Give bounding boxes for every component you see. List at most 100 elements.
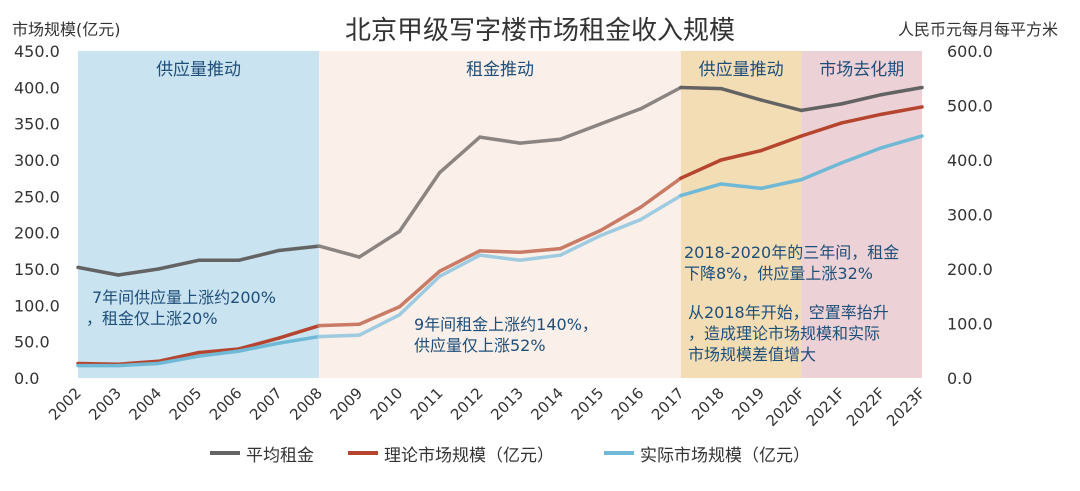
series-0-segment-19 bbox=[839, 92, 884, 106]
annotation-1-line-1: 供应量仅上涨52% bbox=[414, 336, 546, 355]
legend-label-avg-rent: 平均租金 bbox=[246, 445, 314, 466]
legend-item-theoretical: 理论市场规模（亿元） bbox=[348, 441, 554, 466]
series-1-segment-16 bbox=[719, 148, 763, 162]
series-0-segment-11 bbox=[518, 137, 563, 145]
series-2-segment-20 bbox=[880, 134, 924, 150]
phase-label-2: 供应量推动 bbox=[699, 60, 784, 80]
series-2-segment-4 bbox=[237, 341, 281, 353]
annotation-0-line-0: 7年间供应量上涨约200% bbox=[92, 288, 276, 307]
x-tick-7: 2009 bbox=[326, 384, 366, 424]
series-1-segment-2 bbox=[156, 350, 201, 364]
series-2-segment-7 bbox=[357, 313, 402, 337]
series-2-segment-16 bbox=[719, 182, 763, 191]
series-2-segment-13 bbox=[598, 217, 643, 238]
x-tick-9: 2011 bbox=[407, 384, 447, 424]
left-tick-9: 450.0 bbox=[14, 42, 60, 61]
x-tick-3: 2005 bbox=[166, 384, 206, 424]
series-1-segment-19 bbox=[839, 112, 884, 125]
x-tick-0: 2002 bbox=[45, 384, 85, 424]
x-tick-20: 2022F bbox=[843, 384, 889, 430]
left-tick-2: 100.0 bbox=[14, 296, 60, 315]
x-tick-14: 2016 bbox=[608, 384, 648, 424]
series-0-segment-0 bbox=[76, 265, 120, 277]
right-tick-4: 400.0 bbox=[947, 151, 993, 170]
x-tick-15: 2017 bbox=[648, 384, 688, 424]
series-2-segment-11 bbox=[518, 253, 563, 263]
x-tick-19: 2021F bbox=[803, 384, 849, 430]
x-tick-18: 2020F bbox=[762, 384, 808, 430]
series-0-segment-4 bbox=[237, 248, 281, 263]
series-2-segment-8 bbox=[397, 274, 442, 317]
series-0-segment-14 bbox=[638, 85, 683, 111]
annotation-2-line-1: 下降8%，供应量上涨32% bbox=[684, 264, 873, 283]
right-tick-0: 0.0 bbox=[947, 369, 972, 388]
series-0-segment-1 bbox=[116, 267, 161, 277]
series-1-segment-6 bbox=[317, 322, 362, 328]
legend-swatch-theoretical bbox=[348, 451, 378, 455]
series-2-segment-10 bbox=[478, 253, 522, 263]
series-1-segment-15 bbox=[679, 158, 723, 180]
annotation-3-line-2: 市场规模差值增大 bbox=[688, 345, 816, 364]
series-1-segment-17 bbox=[759, 134, 804, 153]
series-1-segment-18 bbox=[799, 121, 844, 138]
phase-label-3: 市场去化期 bbox=[819, 60, 904, 80]
right-tick-5: 500.0 bbox=[947, 97, 993, 116]
right-tick-3: 300.0 bbox=[947, 206, 993, 225]
right-tick-2: 200.0 bbox=[947, 260, 993, 279]
series-2-segment-5 bbox=[277, 334, 321, 345]
series-0-segment-16 bbox=[719, 86, 763, 102]
annotation-3-line-1: ，造成理论市场规模和实际 bbox=[688, 324, 880, 343]
left-tick-5: 250.0 bbox=[14, 187, 60, 206]
phase-band-0 bbox=[78, 51, 320, 378]
series-0-segment-7 bbox=[357, 229, 402, 259]
series-0-segment-10 bbox=[478, 135, 522, 145]
series-2-segment-6 bbox=[317, 333, 362, 339]
x-tick-4: 2006 bbox=[206, 384, 246, 424]
left-tick-8: 400.0 bbox=[14, 78, 60, 97]
series-0-segment-9 bbox=[437, 135, 482, 175]
series-1-segment-4 bbox=[237, 336, 281, 351]
x-tick-1: 2003 bbox=[85, 384, 125, 424]
series-0-segment-5 bbox=[277, 244, 321, 253]
left-tick-1: 50.0 bbox=[14, 333, 50, 352]
legend-swatch-actual bbox=[604, 451, 634, 455]
series-2-segment-3 bbox=[196, 349, 241, 358]
x-tick-12: 2014 bbox=[527, 384, 567, 424]
series-2-segment-12 bbox=[558, 233, 603, 257]
phase-label-0: 供应量推动 bbox=[156, 60, 241, 80]
series-0-segment-20 bbox=[880, 85, 924, 97]
x-tick-10: 2012 bbox=[447, 384, 487, 424]
chart-title: 北京甲级写字楼市场租金收入规模 bbox=[344, 16, 735, 46]
series-2-segment-17 bbox=[759, 177, 804, 191]
series-0-segment-15 bbox=[679, 85, 723, 91]
x-tick-13: 2015 bbox=[568, 384, 608, 424]
left-tick-3: 150.0 bbox=[14, 260, 60, 279]
series-2-segment-14 bbox=[638, 193, 683, 222]
annotation-0-line-1: ，租金仅上涨20% bbox=[86, 309, 218, 328]
legend-swatch-avg-rent bbox=[210, 451, 240, 455]
right-axis-unit: 人民币元每月每平方米 bbox=[897, 20, 1058, 39]
legend-item-avg-rent: 平均租金 bbox=[210, 441, 314, 466]
left-axis-unit: 市场规模(亿元) bbox=[12, 20, 121, 39]
series-0-segment-8 bbox=[397, 170, 442, 234]
phase-label-1: 租金推动 bbox=[466, 60, 534, 80]
series-1-segment-3 bbox=[196, 347, 241, 355]
series-1-segment-13 bbox=[598, 205, 643, 233]
series-0-segment-17 bbox=[759, 98, 804, 113]
x-tick-8: 2010 bbox=[367, 384, 407, 424]
annotation-1-line-0: 9年间租金上涨约140%， bbox=[414, 315, 598, 334]
right-tick-1: 100.0 bbox=[947, 315, 993, 334]
x-tick-6: 2008 bbox=[286, 384, 326, 424]
series-1-segment-7 bbox=[357, 305, 402, 326]
series-2-segment-15 bbox=[679, 182, 723, 198]
left-tick-4: 200.0 bbox=[14, 224, 60, 243]
series-1-segment-5 bbox=[277, 323, 321, 340]
series-2-segment-19 bbox=[839, 145, 884, 165]
annotation-3-line-0: 从2018年开始，空置率抬升 bbox=[688, 303, 889, 322]
series-2-segment-18 bbox=[799, 161, 844, 182]
series-1-segment-9 bbox=[437, 249, 482, 273]
x-tick-16: 2018 bbox=[688, 384, 728, 424]
series-1-segment-10 bbox=[478, 249, 522, 255]
x-tick-5: 2007 bbox=[246, 384, 286, 424]
